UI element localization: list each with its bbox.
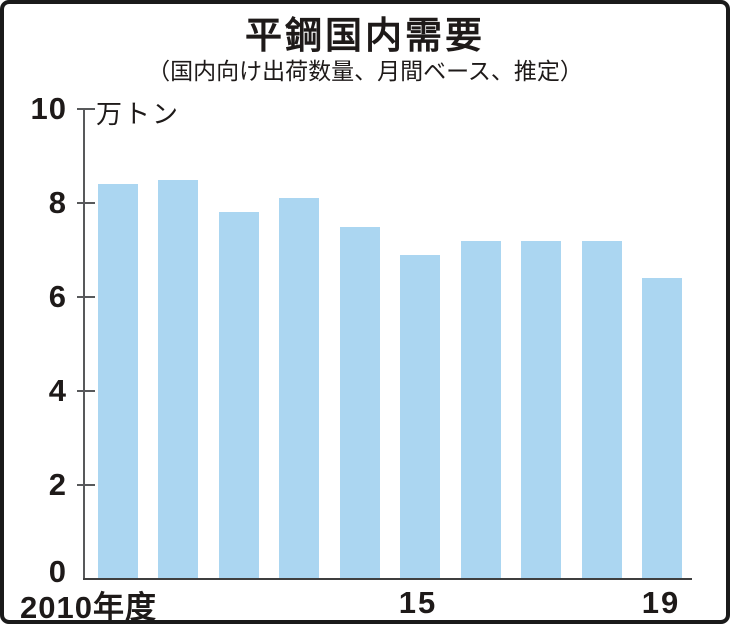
y-tick-mark-2 [77, 484, 95, 486]
y-axis-line [83, 108, 85, 580]
y-tick-mark-8 [77, 202, 95, 204]
bar-2018 [581, 240, 622, 579]
y-axis-label-10: 10 [30, 91, 67, 126]
bar-2015 [400, 254, 441, 579]
y-axis-label-2: 2 [48, 467, 67, 502]
y-axis-label-0: 0 [48, 554, 67, 589]
y-tick-mark-6 [77, 296, 95, 298]
bar-2016 [460, 240, 501, 579]
bar-2010 [98, 184, 138, 579]
y-axis-unit-label: 万トン [96, 99, 181, 129]
bar-2013 [279, 198, 320, 579]
x-axis-label-2010: 2010年度 [20, 590, 157, 624]
bar-2011 [158, 179, 199, 579]
bar-2014 [339, 226, 380, 579]
bar-2017 [521, 240, 562, 579]
y-tick-mark-4 [77, 390, 95, 392]
y-axis-label-8: 8 [48, 185, 67, 220]
y-tick-mark-10 [77, 108, 95, 110]
bar-2012 [218, 212, 259, 579]
x-axis-label-15: 15 [398, 585, 438, 620]
chart-title: 平鋼国内需要 [245, 15, 485, 56]
chart-subtitle: （国内向け出荷数量、月間ベース、推定） [147, 58, 583, 84]
bar-2019 [642, 278, 682, 579]
x-axis-label-19: 19 [641, 585, 681, 620]
y-axis-label-4: 4 [48, 373, 67, 408]
x-axis-line [83, 578, 692, 580]
y-axis-label-6: 6 [48, 279, 67, 314]
